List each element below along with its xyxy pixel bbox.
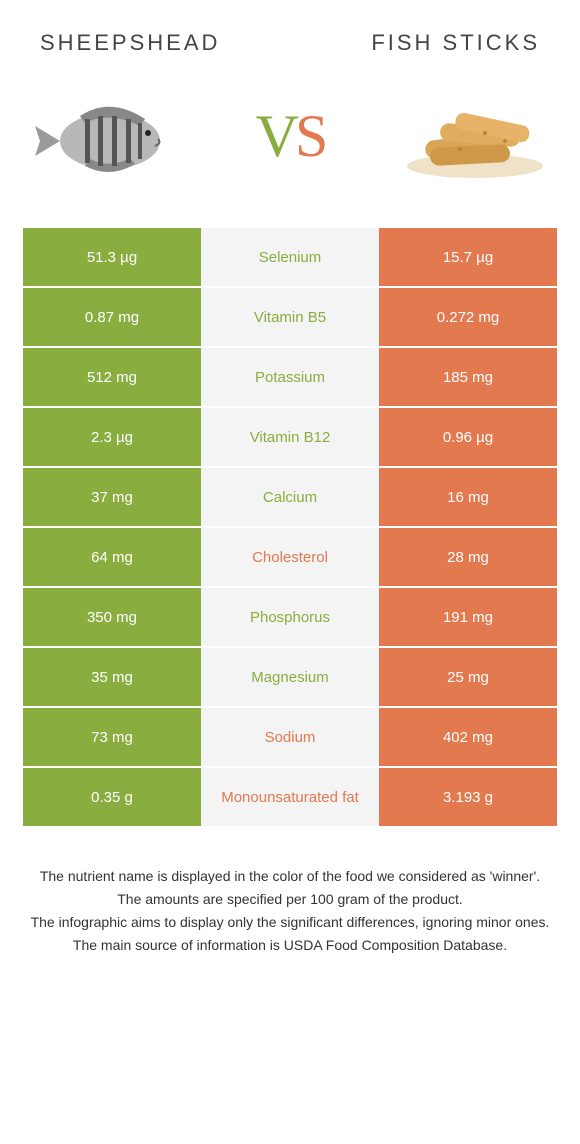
left-food-title: Sheepshead bbox=[40, 30, 220, 56]
header: Sheepshead Fish sticks bbox=[0, 0, 580, 66]
left-value: 51.3 µg bbox=[23, 226, 201, 286]
right-value: 28 mg bbox=[379, 526, 557, 586]
right-value: 3.193 g bbox=[379, 766, 557, 826]
comparison-table: 51.3 µgSelenium15.7 µg0.87 mgVitamin B50… bbox=[23, 226, 557, 826]
nutrient-label: Selenium bbox=[201, 226, 379, 286]
left-value: 73 mg bbox=[23, 706, 201, 766]
right-value: 25 mg bbox=[379, 646, 557, 706]
table-row: 350 mgPhosphorus191 mg bbox=[23, 586, 557, 646]
table-row: 51.3 µgSelenium15.7 µg bbox=[23, 226, 557, 286]
table-row: 0.87 mgVitamin B50.272 mg bbox=[23, 286, 557, 346]
vs-label: VS bbox=[256, 102, 325, 171]
nutrient-label: Monounsaturated fat bbox=[201, 766, 379, 826]
left-value: 512 mg bbox=[23, 346, 201, 406]
footer-line-3: The infographic aims to display only the… bbox=[30, 912, 550, 933]
right-food-title: Fish sticks bbox=[371, 30, 540, 56]
footer-line-1: The nutrient name is displayed in the co… bbox=[30, 866, 550, 887]
left-value: 2.3 µg bbox=[23, 406, 201, 466]
left-value: 35 mg bbox=[23, 646, 201, 706]
vs-s: S bbox=[295, 103, 324, 169]
table-row: 37 mgCalcium16 mg bbox=[23, 466, 557, 526]
vs-v: V bbox=[256, 103, 295, 169]
left-value: 64 mg bbox=[23, 526, 201, 586]
nutrient-label: Sodium bbox=[201, 706, 379, 766]
right-value: 16 mg bbox=[379, 466, 557, 526]
nutrient-label: Magnesium bbox=[201, 646, 379, 706]
nutrient-label: Vitamin B5 bbox=[201, 286, 379, 346]
table-row: 35 mgMagnesium25 mg bbox=[23, 646, 557, 706]
nutrient-label: Cholesterol bbox=[201, 526, 379, 586]
right-value: 402 mg bbox=[379, 706, 557, 766]
hero-row: VS bbox=[0, 66, 580, 226]
table-row: 0.35 gMonounsaturated fat3.193 g bbox=[23, 766, 557, 826]
sheepshead-image bbox=[30, 86, 180, 186]
table-row: 73 mgSodium402 mg bbox=[23, 706, 557, 766]
nutrient-label: Potassium bbox=[201, 346, 379, 406]
nutrient-label: Vitamin B12 bbox=[201, 406, 379, 466]
table-row: 2.3 µgVitamin B120.96 µg bbox=[23, 406, 557, 466]
right-value: 191 mg bbox=[379, 586, 557, 646]
right-value: 0.96 µg bbox=[379, 406, 557, 466]
nutrient-label: Calcium bbox=[201, 466, 379, 526]
footer-line-4: The main source of information is USDA F… bbox=[30, 935, 550, 956]
footer-notes: The nutrient name is displayed in the co… bbox=[0, 826, 580, 978]
fish-sticks-image bbox=[400, 86, 550, 186]
nutrient-label: Phosphorus bbox=[201, 586, 379, 646]
table-row: 64 mgCholesterol28 mg bbox=[23, 526, 557, 586]
left-value: 37 mg bbox=[23, 466, 201, 526]
table-row: 512 mgPotassium185 mg bbox=[23, 346, 557, 406]
footer-line-2: The amounts are specified per 100 gram o… bbox=[30, 889, 550, 910]
left-value: 0.87 mg bbox=[23, 286, 201, 346]
right-value: 185 mg bbox=[379, 346, 557, 406]
left-value: 350 mg bbox=[23, 586, 201, 646]
right-value: 15.7 µg bbox=[379, 226, 557, 286]
right-value: 0.272 mg bbox=[379, 286, 557, 346]
left-value: 0.35 g bbox=[23, 766, 201, 826]
